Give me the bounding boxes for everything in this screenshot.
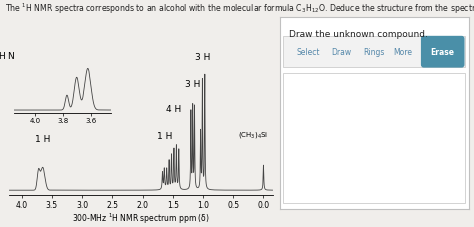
Text: 3 H: 3 H bbox=[195, 53, 210, 62]
Text: 1 H: 1 H bbox=[35, 135, 50, 143]
Text: Erase: Erase bbox=[431, 48, 455, 57]
Text: More: More bbox=[393, 48, 412, 57]
Text: 4 H: 4 H bbox=[166, 105, 182, 114]
Bar bbox=[283, 74, 465, 203]
Text: Draw: Draw bbox=[331, 48, 351, 57]
Text: 3 H: 3 H bbox=[185, 80, 201, 89]
Text: Draw the unknown compound.: Draw the unknown compound. bbox=[289, 30, 428, 39]
FancyBboxPatch shape bbox=[421, 37, 465, 68]
Text: $^{1}$H NMR: $^{1}$H NMR bbox=[0, 49, 30, 62]
Text: (CH$_3$)$_4$Si: (CH$_3$)$_4$Si bbox=[237, 129, 268, 139]
Text: Rings: Rings bbox=[363, 48, 384, 57]
Text: Select: Select bbox=[297, 48, 320, 57]
Text: The $^{1}$H NMR spectra corresponds to an alcohol with the molecular formula C$_: The $^{1}$H NMR spectra corresponds to a… bbox=[5, 1, 474, 15]
Bar bbox=[283, 37, 465, 68]
Text: 1 H: 1 H bbox=[157, 132, 173, 141]
X-axis label: 300-MHz $^{1}$H NMR spectrum ppm (δ): 300-MHz $^{1}$H NMR spectrum ppm (δ) bbox=[72, 210, 210, 225]
